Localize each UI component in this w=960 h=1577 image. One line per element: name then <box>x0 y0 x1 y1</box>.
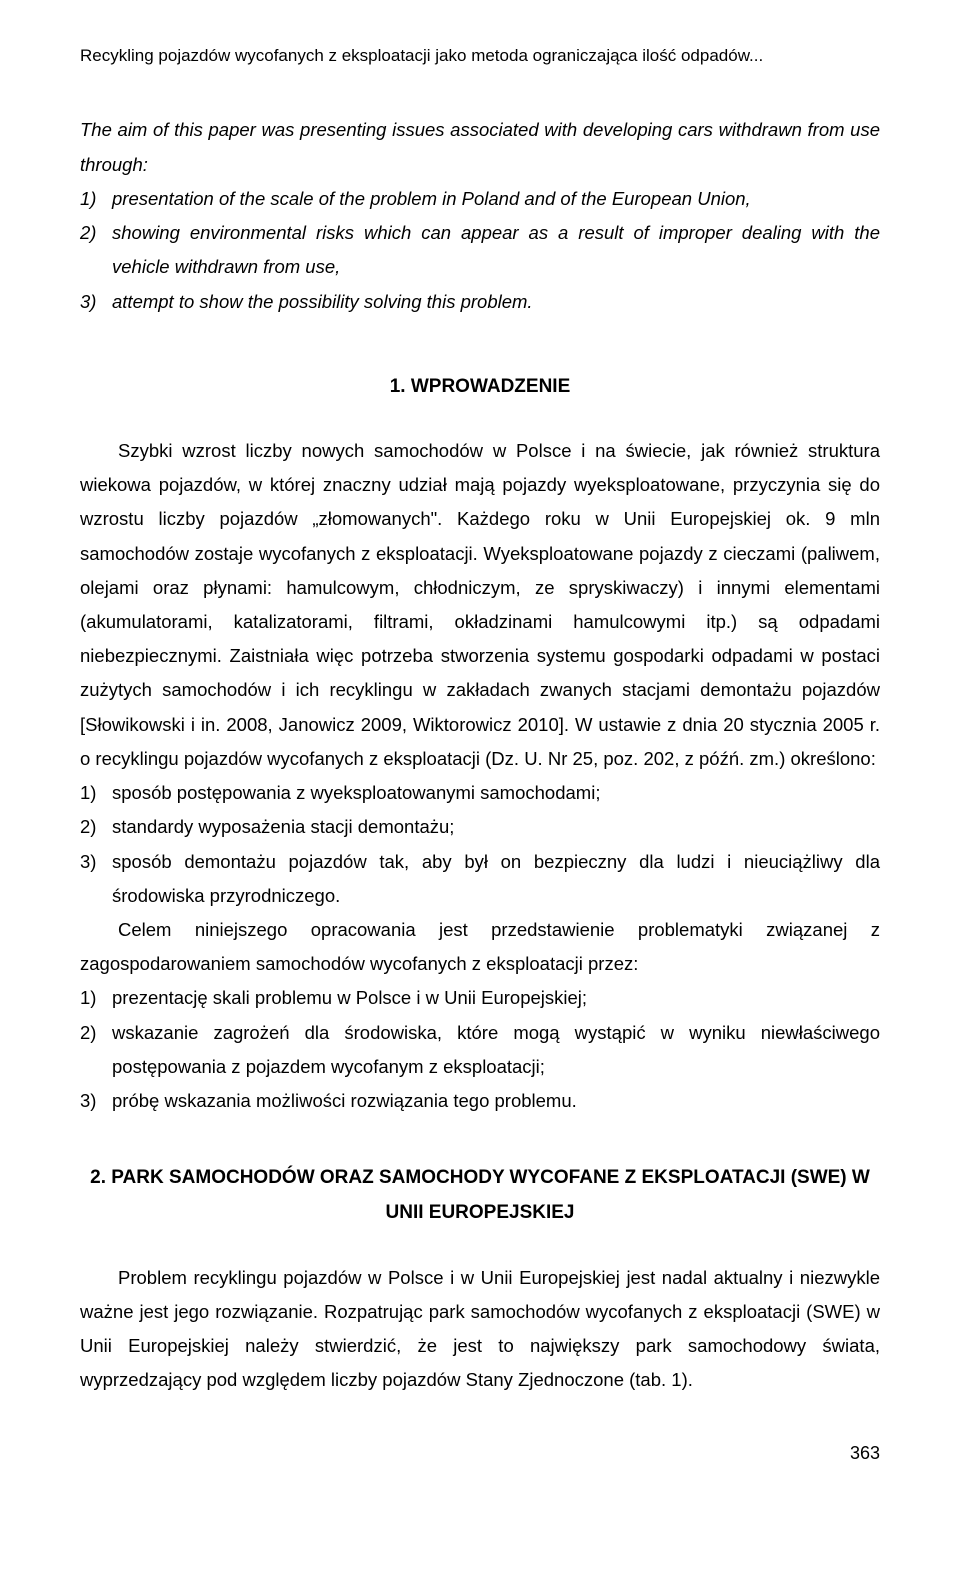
section-2-heading: 2. PARK SAMOCHODÓW ORAZ SAMOCHODY WYCOFA… <box>80 1160 880 1230</box>
list-number: 1) <box>80 776 112 810</box>
abstract-intro: The aim of this paper was presenting iss… <box>80 113 880 181</box>
list-text: wskazanie zagrożeń dla środowiska, które… <box>112 1016 880 1084</box>
list-item: 1) prezentację skali problemu w Polsce i… <box>80 981 880 1015</box>
list-number: 3) <box>80 285 112 319</box>
list-text: standardy wyposażenia stacji demontażu; <box>112 810 880 844</box>
list-text: sposób postępowania z wyeksploatowanymi … <box>112 776 880 810</box>
list-item: 3) sposób demontażu pojazdów tak, aby by… <box>80 845 880 913</box>
page-number: 363 <box>80 1437 880 1470</box>
section-1-list-2: 1) prezentację skali problemu w Polsce i… <box>80 981 880 1118</box>
section-1-para-2: Celem niniejszego opracowania jest przed… <box>80 913 880 981</box>
list-number: 2) <box>80 216 112 284</box>
section-1-list-1: 1) sposób postępowania z wyeksploatowany… <box>80 776 880 913</box>
section-1-para-1: Szybki wzrost liczby nowych samochodów w… <box>80 434 880 776</box>
abstract-list: 1) presentation of the scale of the prob… <box>80 182 880 319</box>
list-text: showing environmental risks which can ap… <box>112 216 880 284</box>
abstract-block: The aim of this paper was presenting iss… <box>80 113 880 318</box>
list-number: 1) <box>80 182 112 216</box>
list-number: 3) <box>80 845 112 913</box>
list-text: próbę wskazania możliwości rozwiązania t… <box>112 1084 880 1118</box>
list-text: prezentację skali problemu w Polsce i w … <box>112 981 880 1015</box>
list-text: presentation of the scale of the problem… <box>112 182 880 216</box>
list-item: 2) wskazanie zagrożeń dla środowiska, kt… <box>80 1016 880 1084</box>
list-number: 2) <box>80 1016 112 1084</box>
list-number: 1) <box>80 981 112 1015</box>
list-number: 2) <box>80 810 112 844</box>
list-number: 3) <box>80 1084 112 1118</box>
running-head: Recykling pojazdów wycofanych z eksploat… <box>80 40 880 71</box>
list-item: 2) standardy wyposażenia stacji demontaż… <box>80 810 880 844</box>
list-text: attempt to show the possibility solving … <box>112 285 880 319</box>
abstract-item: 3) attempt to show the possibility solvi… <box>80 285 880 319</box>
section-2-para-1: Problem recyklingu pojazdów w Polsce i w… <box>80 1261 880 1398</box>
list-item: 1) sposób postępowania z wyeksploatowany… <box>80 776 880 810</box>
section-1-heading: 1. WPROWADZENIE <box>80 369 880 404</box>
list-item: 3) próbę wskazania możliwości rozwiązani… <box>80 1084 880 1118</box>
list-text: sposób demontażu pojazdów tak, aby był o… <box>112 845 880 913</box>
abstract-item: 2) showing environmental risks which can… <box>80 216 880 284</box>
abstract-item: 1) presentation of the scale of the prob… <box>80 182 880 216</box>
